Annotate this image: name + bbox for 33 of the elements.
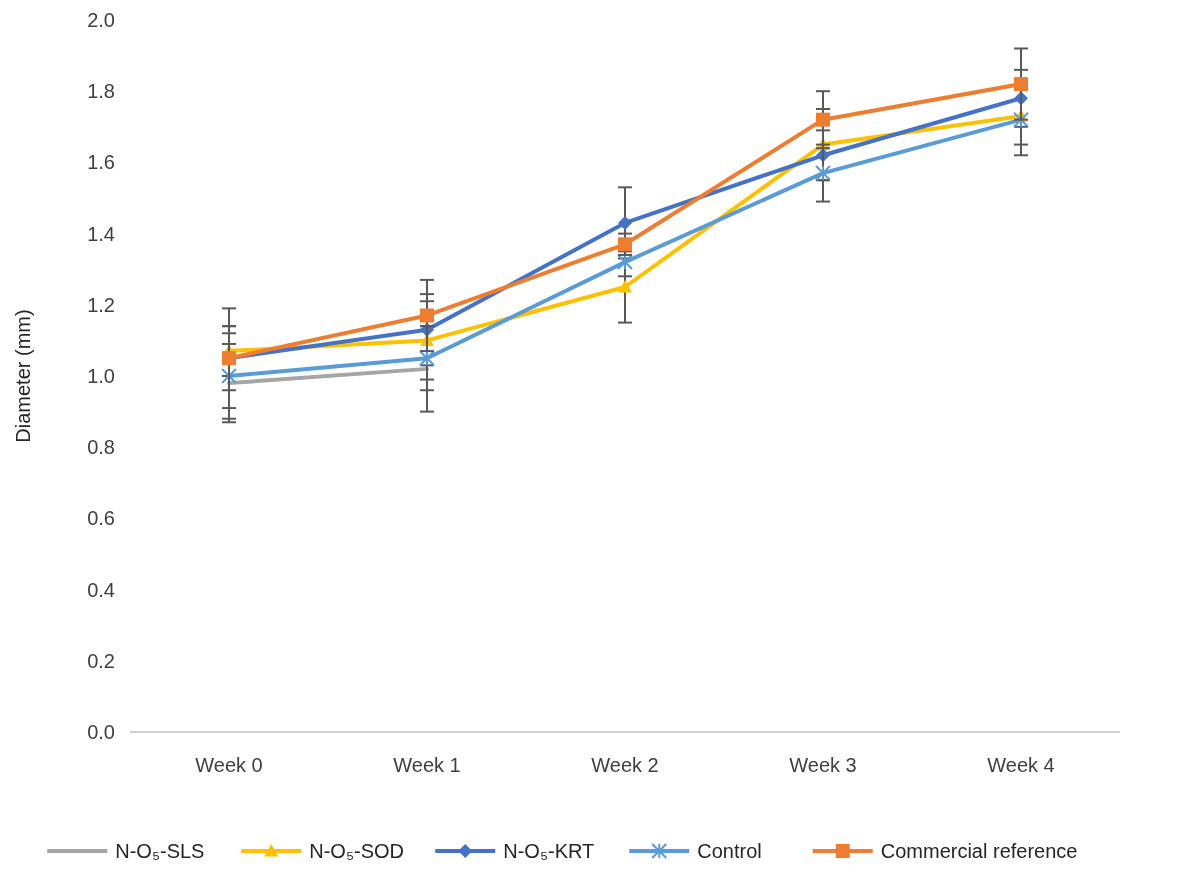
point <box>1013 111 1029 128</box>
point <box>420 308 434 323</box>
point <box>419 350 435 367</box>
x-tick-label: Week 3 <box>789 754 857 776</box>
y-tick-label: 1.6 <box>87 151 115 174</box>
point <box>618 237 632 252</box>
point <box>816 112 830 127</box>
x-tick-label: Week 2 <box>591 754 659 776</box>
x-tick-label: Week 4 <box>987 754 1055 776</box>
y-tick-label: 0.4 <box>87 578 115 601</box>
point <box>1014 77 1028 92</box>
point <box>617 254 633 271</box>
legend-label: N-O₅-SLS <box>115 840 205 862</box>
point <box>618 215 632 230</box>
y-tick-label: 1.2 <box>87 293 115 316</box>
x-tick-label: Week 1 <box>393 754 461 776</box>
y-tick-label: 0.6 <box>87 507 115 530</box>
y-tick-label: 1.0 <box>87 365 115 387</box>
y-tick-label: 0.2 <box>87 649 115 672</box>
legend-label: N-O₅-KRT <box>503 840 595 862</box>
legend-label: Control <box>697 840 762 862</box>
point <box>221 368 237 384</box>
point <box>815 165 831 182</box>
y-tick-label: 0.0 <box>87 721 115 743</box>
point <box>618 280 632 293</box>
y-tick-label: 1.4 <box>87 222 115 245</box>
y-tick-label: 1.8 <box>87 80 115 103</box>
legend-label: N-O₅-SOD <box>309 840 404 862</box>
y-axis-title: Diameter (mm) <box>12 309 34 443</box>
x-tick-label: Week 0 <box>195 754 263 776</box>
y-tick-label: 2.0 <box>87 9 115 31</box>
y-tick-label: 0.8 <box>87 436 115 459</box>
legend-label: Commercial reference <box>880 840 1078 862</box>
